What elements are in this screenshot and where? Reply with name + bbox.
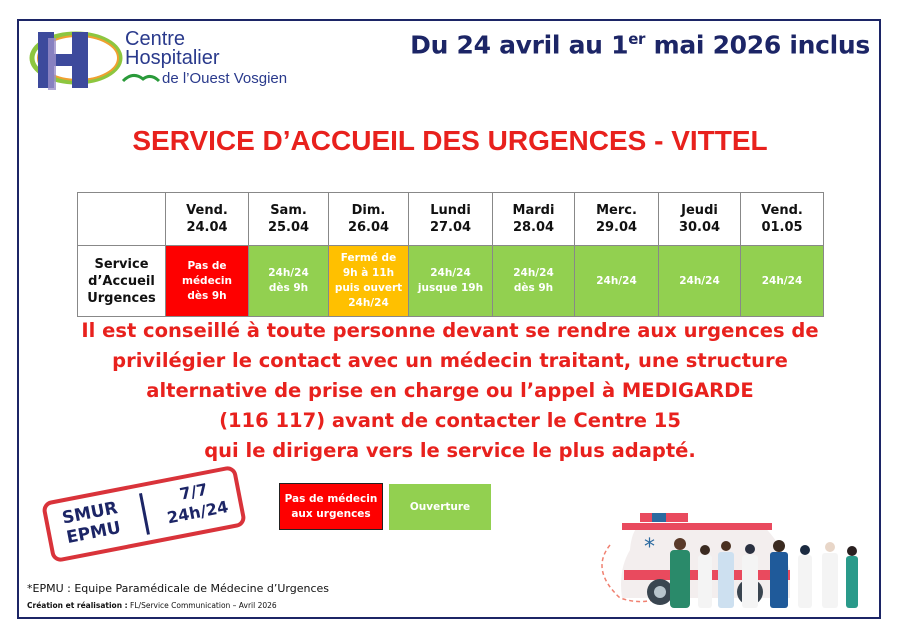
logo-line2: Hospitalier [125, 47, 220, 69]
status-cell: 24h/24 dès 9h [492, 245, 575, 317]
day-name: Vend. [186, 203, 228, 218]
status-cell: Fermé de 9h à 11h puis ouvert 24h/24 [328, 245, 409, 317]
schedule-table: Vend. 24.04 Sam. 25.04 Dim. 26.04 Lundi 27.04 Ma… [77, 192, 824, 317]
credit-text: FL/Service Communication – Avril 2026 [127, 601, 277, 610]
day-header-cell: Sam. 25.04 [248, 192, 329, 246]
day-date: 26.04 [347, 220, 390, 235]
status-line: puis ouvert [334, 282, 403, 294]
logo-h-icon [29, 31, 123, 90]
message-line: qui le dirigera vers le service le plus … [204, 439, 696, 462]
status-line: 24h/24 [268, 267, 309, 279]
credit-line: Création et réalisation : FL/Service Com… [27, 601, 277, 610]
day-date: 24.04 [186, 220, 228, 235]
logo-swoosh-icon [121, 74, 161, 83]
day-name: Lundi [430, 203, 471, 218]
day-name: Merc. [596, 203, 637, 218]
logo-line3: de l’Ouest Vosgien [162, 70, 288, 87]
status-cell: 24h/24 jusque 19h [408, 245, 493, 317]
row-label-line: Urgences [87, 290, 156, 306]
page-title: SERVICE D’ACCUEIL DES URGENCES - VITTEL [132, 125, 768, 156]
status-line: 24h/24 [348, 297, 389, 309]
status-cell: 24h/24 [658, 245, 741, 317]
date-prefix: Du 24 avril au 1 [410, 30, 629, 60]
date-range-heading: Du 24 avril au 1er mai 2026 inclus [380, 30, 870, 59]
page-frame [17, 19, 881, 619]
stamp-divider [139, 493, 150, 535]
row-label-cell: Service d’Accueil Urgences [77, 245, 166, 317]
status-line: jusque 19h [417, 282, 484, 294]
status-cell: Pas de médecin dès 9h [165, 245, 249, 317]
status-cell: 24h/24 [740, 245, 824, 317]
day-name: Dim. [351, 203, 386, 218]
day-date: 29.04 [595, 220, 638, 235]
medical-staff-icons [670, 538, 858, 608]
status-line: 24h/24 [761, 274, 803, 287]
logo-line1: Centre [125, 28, 186, 50]
day-date: 01.05 [761, 220, 803, 235]
day-name: Mardi [512, 203, 555, 218]
epmu-footnote: *EPMU : Equipe Paramédicale de Médecine … [27, 582, 330, 595]
hospital-logo: Centre Hospitalier de l’Ouest Vosgien [28, 28, 308, 90]
legend-open: Ouverture [389, 484, 491, 530]
legend-red-line: aux urgences [291, 507, 371, 520]
day-header-cell: Merc. 29.04 [574, 192, 659, 246]
service-row: Service d’Accueil Urgences Pas de médecin dè… [77, 245, 824, 317]
legend-red-line: Pas de médecin [284, 492, 378, 505]
status-line: médecin [182, 274, 232, 287]
status-cell: 24h/24 dès 9h [248, 245, 329, 317]
status-line: 24h/24 [596, 274, 637, 287]
message-line: (116 117) avant de contacter le Centre 1… [219, 409, 681, 432]
message-line: privilégier le contact avec un médecin t… [112, 349, 788, 372]
day-name: Jeudi [681, 203, 718, 218]
status-line: dès 9h [268, 282, 309, 294]
svg-text:*: * [644, 535, 655, 560]
day-date: 30.04 [678, 220, 721, 235]
status-cell: 24h/24 [574, 245, 659, 317]
status-line: Pas de [187, 259, 227, 272]
day-header-cell: Jeudi 30.04 [658, 192, 741, 246]
status-line: dès 9h [187, 289, 227, 302]
legend-no-doctor: Pas de médecin aux urgences [279, 483, 383, 530]
advice-message: Il est conseillé à toute personne devant… [20, 316, 880, 466]
status-line: 24h/24 [679, 274, 720, 287]
status-line: dès 9h [513, 282, 554, 294]
day-header-cell: Dim. 26.04 [328, 192, 409, 246]
row-label-line: d’Accueil [88, 273, 155, 289]
date-suffix: mai 2026 inclus [645, 30, 871, 60]
credit-label: Création et réalisation : [27, 601, 128, 610]
status-line: 24h/24 [430, 267, 471, 279]
status-line: Fermé de [340, 252, 397, 264]
status-line: 9h à 11h [342, 267, 395, 279]
day-date: 28.04 [512, 220, 555, 235]
ambulance-staff-illustration: * [601, 513, 858, 608]
day-header-cell: Mardi 28.04 [492, 192, 575, 246]
empty-corner-cell [77, 192, 166, 246]
message-line: Il est conseillé à toute personne devant… [81, 319, 819, 342]
day-header-cell: Vend. 01.05 [740, 192, 824, 246]
message-line: alternative de prise en charge ou l’appe… [146, 379, 754, 402]
day-date: 25.04 [267, 220, 310, 235]
day-date: 27.04 [429, 220, 472, 235]
header-row: Vend. 24.04 Sam. 25.04 Dim. 26.04 Lundi 27.04 Ma… [77, 192, 824, 246]
day-header-cell: Vend. 24.04 [165, 192, 249, 246]
row-label-line: Service [94, 256, 149, 272]
date-sup: er [628, 30, 646, 48]
day-name: Vend. [761, 203, 803, 218]
day-header-cell: Lundi 27.04 [408, 192, 493, 246]
day-name: Sam. [270, 203, 307, 218]
status-line: 24h/24 [513, 267, 554, 279]
